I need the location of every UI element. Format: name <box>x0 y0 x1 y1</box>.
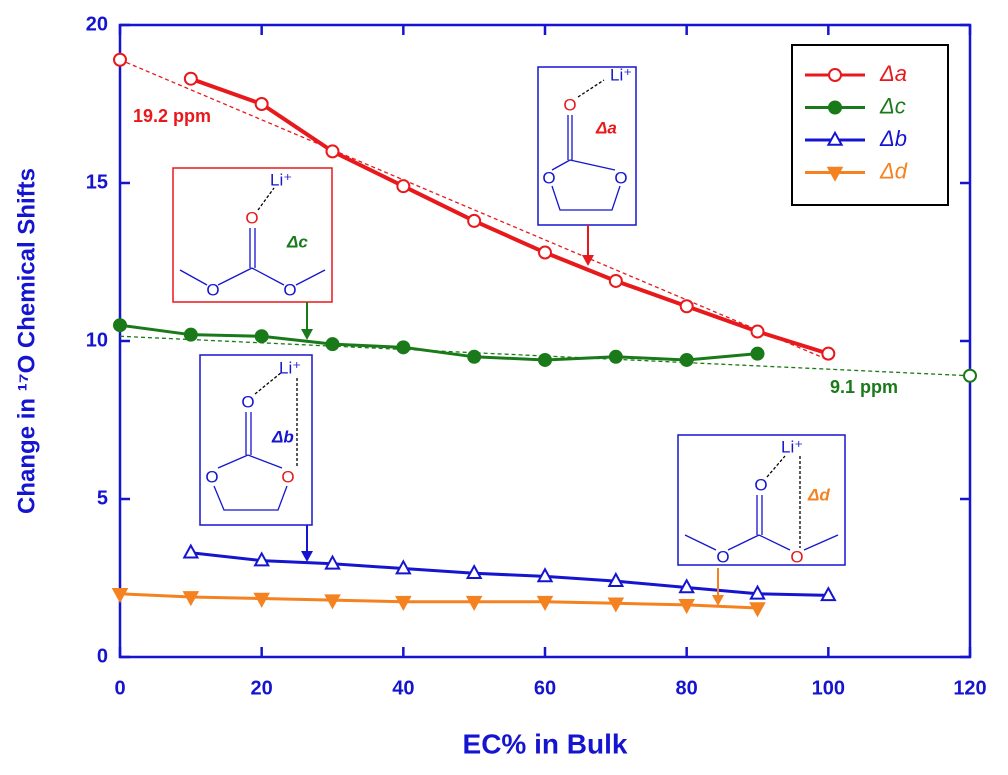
inset-atom: O <box>614 168 627 187</box>
marker <box>395 559 412 575</box>
fit-endpoint <box>113 52 127 67</box>
marker <box>538 245 552 260</box>
marker <box>253 592 270 608</box>
inset-atom: O <box>716 547 729 566</box>
marker <box>536 567 554 583</box>
marker <box>608 273 623 288</box>
marker <box>111 588 129 604</box>
y-tick-label: 15 <box>86 171 108 193</box>
legend-marker <box>826 166 844 182</box>
marker <box>325 337 340 352</box>
inset-cation: Li⁺ <box>610 65 632 84</box>
series-line <box>119 323 758 362</box>
fit-line <box>119 59 829 361</box>
inset-label: Δb <box>271 427 294 446</box>
y-tick-label: 10 <box>86 329 108 351</box>
series-line <box>190 76 829 356</box>
inset-label: Δd <box>807 485 830 504</box>
legend-label: Δb <box>879 126 907 151</box>
x-tick-label: 60 <box>534 677 556 699</box>
x-tick-label: 0 <box>114 677 125 699</box>
marker <box>254 329 269 344</box>
marker <box>538 352 552 367</box>
y-tick-label: 20 <box>86 13 108 35</box>
marker <box>467 213 482 228</box>
y-tick-label: 5 <box>97 487 108 509</box>
marker <box>396 179 411 194</box>
marker <box>324 594 341 610</box>
annotation: 9.1 ppm <box>830 377 898 397</box>
marker <box>396 340 411 355</box>
marker <box>679 299 694 314</box>
legend-marker <box>828 100 842 115</box>
legend-label: Δd <box>879 158 908 183</box>
inset-atom: O <box>205 467 218 486</box>
x-axis-label: EC% in Bulk <box>463 728 628 759</box>
marker <box>679 352 694 367</box>
marker <box>749 602 766 618</box>
marker <box>467 349 482 364</box>
inset: Li⁺ O O O Δb <box>199 354 313 562</box>
inset-cation: Li⁺ <box>781 437 803 456</box>
marker <box>750 324 765 339</box>
inset-atom: O <box>283 280 296 299</box>
legend-marker <box>828 68 842 82</box>
marker <box>183 327 198 342</box>
series-line <box>119 592 758 610</box>
marker <box>113 318 127 333</box>
marker <box>749 584 766 600</box>
marker <box>325 144 340 159</box>
marker <box>678 599 695 615</box>
inset-atom: O <box>563 95 576 114</box>
inset-atom: O <box>241 392 254 411</box>
marker <box>607 597 625 613</box>
marker <box>183 71 198 86</box>
series-line <box>190 551 829 597</box>
inset-cation: Li⁺ <box>279 358 301 377</box>
fit-endpoint <box>963 368 977 383</box>
inset-label: Δc <box>286 232 308 251</box>
marker <box>254 97 269 111</box>
x-tick-label: 20 <box>251 677 273 699</box>
marker <box>607 571 625 587</box>
marker <box>324 554 341 570</box>
x-tick-label: 120 <box>953 677 986 699</box>
marker <box>395 595 412 611</box>
inset-atom: O <box>245 208 258 227</box>
inset-atom: O <box>754 475 767 494</box>
marker <box>253 551 270 567</box>
y-tick-label: 0 <box>97 645 108 667</box>
marker <box>465 563 483 580</box>
inset-atom: O <box>206 280 219 299</box>
annotation: 19.2 ppm <box>133 106 211 126</box>
inset: Li⁺ O O O Δd <box>677 434 846 606</box>
x-tick-label: 40 <box>392 677 414 699</box>
marker <box>821 346 836 361</box>
marker <box>536 595 554 611</box>
legend-marker <box>826 130 844 146</box>
y-axis-label: Change in ¹⁷O Chemical Shifts <box>13 168 40 514</box>
inset-atom: O <box>542 168 555 187</box>
inset: Li⁺ O O O Δa <box>537 65 637 266</box>
marker <box>182 591 200 607</box>
legend-box <box>791 44 949 206</box>
marker <box>182 543 200 559</box>
legend-label: Δa <box>879 61 907 86</box>
inset: Li⁺ O O O Δc <box>172 167 333 340</box>
marker <box>608 349 623 364</box>
marker <box>820 586 837 602</box>
x-tick-label: 100 <box>812 677 845 699</box>
inset-label: Δa <box>595 118 617 137</box>
marker <box>465 595 483 611</box>
inset-atom: O <box>790 547 803 566</box>
legend-label: Δc <box>879 93 906 118</box>
inset-atom: O <box>281 467 294 486</box>
marker <box>678 578 695 594</box>
marker <box>750 346 765 361</box>
inset-cation: Li⁺ <box>270 170 292 189</box>
x-tick-label: 80 <box>676 677 698 699</box>
